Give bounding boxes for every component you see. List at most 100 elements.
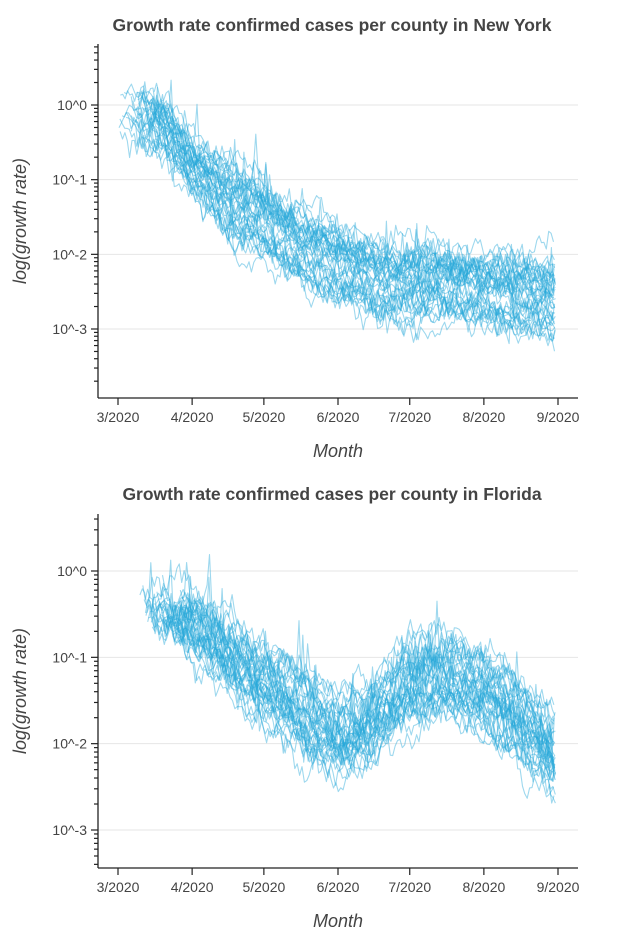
y-tick-label: 10^-1 <box>52 649 87 665</box>
series-line-22 <box>138 87 556 325</box>
x-tick-label: 6/2020 <box>317 409 360 425</box>
series-line-16 <box>150 108 556 302</box>
series-line-32 <box>137 104 555 323</box>
chart-florida: Growth rate confirmed cases per county i… <box>0 469 625 938</box>
series-line-2 <box>150 110 556 310</box>
series-line-31 <box>147 610 555 780</box>
y-axis-label: log(growth rate) <box>10 628 30 754</box>
series-line-1 <box>118 112 555 344</box>
series-line-7 <box>182 607 555 752</box>
series-line-17 <box>159 586 556 745</box>
series-line-32 <box>177 588 555 722</box>
y-tick-label: 10^-1 <box>52 172 87 188</box>
series-line-28 <box>120 90 557 285</box>
y-axis-label: log(growth rate) <box>10 158 30 284</box>
x-tick-label: 6/2020 <box>317 879 360 895</box>
x-axis-label: Month <box>313 441 363 461</box>
series-line-21 <box>157 599 556 769</box>
series-line-2 <box>161 604 554 760</box>
series-line-29 <box>155 559 554 746</box>
x-tick-label: 8/2020 <box>462 879 505 895</box>
series-line-9 <box>176 588 555 747</box>
series-line-27 <box>123 83 556 277</box>
series-line-36 <box>174 612 556 781</box>
series-line-25 <box>121 104 556 336</box>
series-line-24 <box>149 105 556 293</box>
series-line-8 <box>144 598 555 773</box>
series-line-6 <box>119 125 556 337</box>
x-tick-label: 4/2020 <box>171 879 214 895</box>
series-line-16 <box>173 627 555 767</box>
series-line-28 <box>172 631 554 799</box>
series-line-12 <box>151 603 555 774</box>
x-tick-label: 7/2020 <box>388 879 431 895</box>
series-line-8 <box>145 99 556 287</box>
y-tick-label: 10^-3 <box>52 822 87 838</box>
chart-new-york: Growth rate confirmed cases per county i… <box>10 15 580 461</box>
series-line-27 <box>151 599 555 804</box>
series-line-11 <box>137 79 554 296</box>
series-line-29 <box>136 103 556 308</box>
series-line-6 <box>158 597 555 741</box>
series-line-39 <box>137 96 555 297</box>
series-line-5 <box>173 606 555 773</box>
series-line-1 <box>165 617 557 786</box>
plot-svg: 10^0 10^-1 10^-2 10^-3 3/2020 4/2020 5/2020 6/2… <box>10 44 580 461</box>
series-line-7 <box>156 119 555 308</box>
series-line-22 <box>164 612 556 783</box>
series-line-36 <box>160 110 556 300</box>
series-line-35 <box>145 137 556 347</box>
series-line-21 <box>160 125 554 332</box>
series-line-20 <box>154 103 555 283</box>
plot-svg: 10^0 10^-1 10^-2 10^-3 3/2020 4/2020 5/2020 6/2… <box>10 514 580 931</box>
series-line-34 <box>181 562 556 757</box>
chart-title: Growth rate confirmed cases per county i… <box>122 484 542 504</box>
series-line-23 <box>149 576 555 772</box>
chart-title: Growth rate confirmed cases per county i… <box>112 15 552 35</box>
x-tick-label: 3/2020 <box>97 409 140 425</box>
series-line-40 <box>153 103 554 287</box>
series-line-26 <box>140 92 556 283</box>
y-tick-label: 10^0 <box>57 97 87 113</box>
y-tick-label: 10^0 <box>57 563 87 579</box>
series-line-20 <box>145 562 556 766</box>
x-tick-label: 5/2020 <box>242 409 285 425</box>
series-line-19 <box>130 86 555 325</box>
series-line-30 <box>161 563 556 716</box>
series-line-10 <box>179 576 554 723</box>
x-tick-label: 8/2020 <box>462 409 505 425</box>
series-line-35 <box>150 616 556 795</box>
series-line-13 <box>183 595 555 744</box>
series-line-15 <box>138 90 556 284</box>
x-tick-label: 9/2020 <box>537 879 580 895</box>
series-line-31 <box>130 115 556 332</box>
series-line-4 <box>181 597 556 737</box>
series-line-14 <box>150 592 556 769</box>
series-line-13 <box>164 143 556 336</box>
x-tick-label: 5/2020 <box>242 879 285 895</box>
series-line-38 <box>163 123 555 301</box>
x-axis-label: Month <box>313 911 363 931</box>
series-line-18 <box>184 602 556 741</box>
series-line-37 <box>152 113 556 312</box>
x-tick-label: 4/2020 <box>171 409 214 425</box>
series-line-3 <box>130 96 555 277</box>
series-line-18 <box>153 82 555 277</box>
series-line-40 <box>142 585 555 762</box>
series-line-25 <box>146 605 554 776</box>
series-line-34 <box>140 119 556 345</box>
series-line-14 <box>119 113 556 342</box>
y-tick-label: 10^-3 <box>52 321 87 337</box>
series-line-10 <box>155 128 555 326</box>
series-line-4 <box>135 108 556 317</box>
y-tick-label: 10^-2 <box>52 736 87 752</box>
series-line-37 <box>166 592 555 746</box>
series-line-33 <box>151 607 554 771</box>
x-tick-label: 9/2020 <box>537 409 580 425</box>
series-line-39 <box>139 588 555 776</box>
series-line-30 <box>126 116 555 340</box>
series-line-38 <box>178 596 555 774</box>
series-line-24 <box>148 603 556 782</box>
series-line-15 <box>174 611 556 769</box>
series-line-3 <box>173 601 555 765</box>
